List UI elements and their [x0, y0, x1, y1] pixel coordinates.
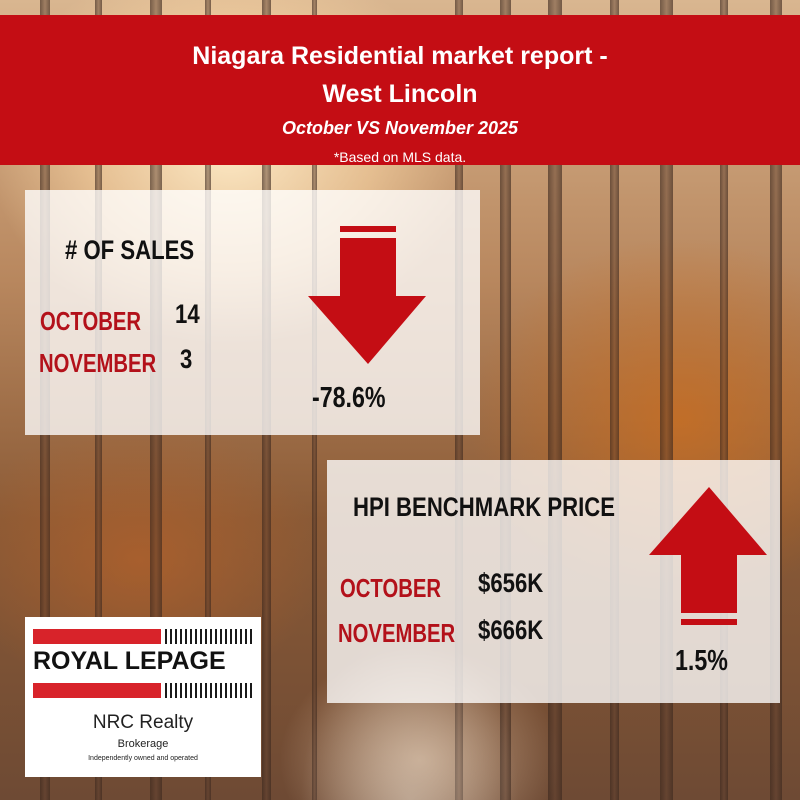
sales-october-label: OCTOBER — [40, 306, 142, 336]
logo-ticks-bottom — [165, 683, 255, 698]
hpi-november-label: NOVEMBER — [338, 618, 456, 648]
report-title-line2: West Lincoln — [322, 80, 478, 108]
sales-change-percent: -78.6% — [312, 382, 386, 414]
report-title: Niagara Residential market report - West… — [0, 37, 800, 113]
sales-october-value: 14 — [175, 299, 200, 329]
sales-title: # OF SALES — [65, 235, 195, 265]
data-source-note: *Based on MLS data. — [333, 149, 467, 165]
report-subtitle: October VS November 2025 — [281, 118, 519, 138]
logo-company-name: NRC Realty — [92, 712, 194, 733]
hpi-panel: HPI BENCHMARK PRICE OCTOBER $656K NOVEMB… — [327, 460, 780, 703]
sales-panel: # OF SALES OCTOBER 14 NOVEMBER 3 -78.6% — [25, 190, 480, 435]
hpi-title: HPI BENCHMARK PRICE — [353, 492, 616, 522]
report-title-line1: Niagara Residential market report - — [192, 42, 608, 70]
sales-november-label: NOVEMBER — [39, 348, 157, 378]
hpi-october-value: $656K — [478, 568, 544, 598]
royal-lepage-logo: ROYAL LEPAGE NRC Realty Brokerage Indepe… — [25, 617, 261, 777]
arrow-up-icon — [649, 487, 767, 625]
hpi-november-value: $666K — [478, 615, 544, 645]
logo-ticks-top — [165, 629, 255, 644]
logo-red-bar-top — [33, 629, 161, 644]
header-banner: Niagara Residential market report - West… — [0, 15, 800, 165]
arrow-down-icon — [308, 226, 426, 364]
logo-red-bar-bottom — [33, 683, 161, 698]
logo-tagline: Independently owned and operated — [88, 755, 198, 762]
sales-november-value: 3 — [180, 344, 193, 374]
hpi-change-percent: 1.5% — [675, 645, 728, 677]
logo-brokerage: Brokerage — [117, 738, 169, 750]
logo-brand: ROYAL LEPAGE — [33, 647, 226, 675]
hpi-october-label: OCTOBER — [340, 573, 442, 603]
